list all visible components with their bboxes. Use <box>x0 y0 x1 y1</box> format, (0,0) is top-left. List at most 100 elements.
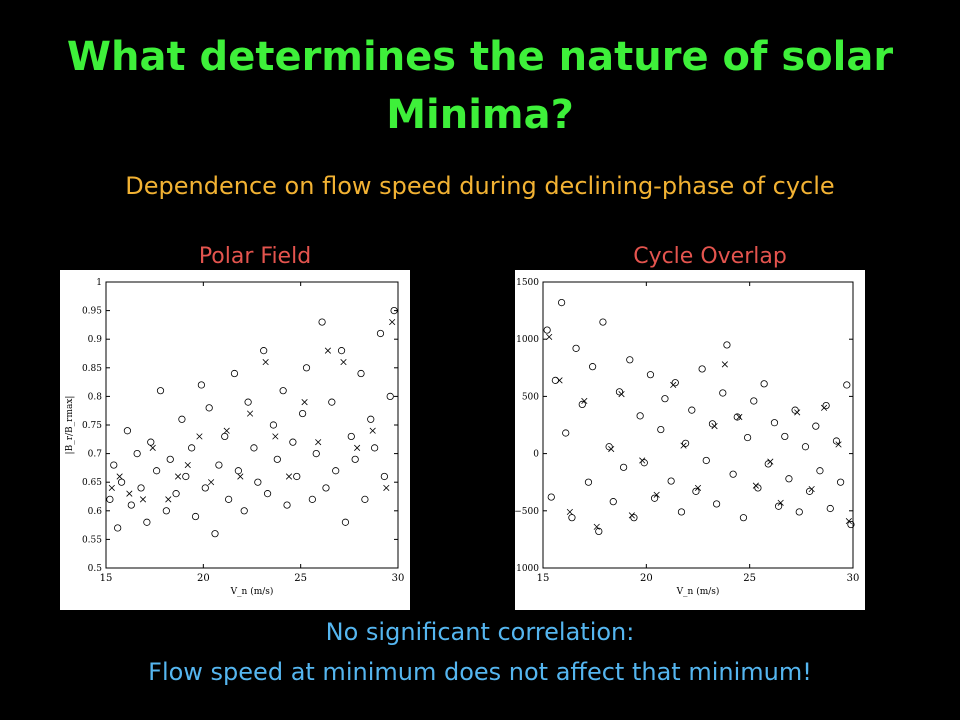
data-point-circle <box>599 318 607 326</box>
data-point-circle <box>240 507 248 515</box>
data-point-cross <box>680 442 687 449</box>
conclusion-line-2: Flow speed at minimum does not affect th… <box>148 658 812 686</box>
data-point-circle <box>657 425 665 434</box>
data-point-circle <box>812 422 820 430</box>
data-point-circle <box>646 371 655 379</box>
data-point-circle <box>572 344 580 352</box>
data-point-circle <box>661 395 669 403</box>
data-point-circle <box>260 347 268 355</box>
y-tick-label: 500 <box>522 392 539 402</box>
cross-stroke <box>680 442 687 449</box>
data-point-circle <box>595 527 603 535</box>
cross-stroke <box>237 473 244 480</box>
data-point-circle <box>197 381 205 389</box>
cross-stroke <box>246 410 254 417</box>
conclusion-line-1: No significant correlation: <box>325 618 635 646</box>
data-point-circle <box>137 484 145 492</box>
cross-stroke <box>262 358 269 366</box>
data-point-cross <box>126 490 133 497</box>
data-point-cross <box>184 461 191 469</box>
data-point-circle <box>205 404 213 412</box>
data-point-circle <box>578 400 586 409</box>
data-point-cross <box>246 410 254 417</box>
cross-stroke <box>223 427 230 434</box>
data-point-circle <box>110 461 118 469</box>
data-point-circle <box>723 341 731 349</box>
data-point-cross <box>628 512 635 519</box>
data-point-circle <box>760 380 768 388</box>
data-point-circle <box>351 455 359 463</box>
data-point-circle <box>781 432 789 441</box>
data-point-circle <box>322 484 330 492</box>
x-tick-label: 25 <box>743 573 756 584</box>
data-point-circle <box>847 520 855 529</box>
data-point-circle <box>589 363 597 371</box>
data-point-circle <box>568 514 576 522</box>
data-point-circle <box>188 444 196 452</box>
data-point-cross <box>767 458 774 465</box>
data-point-circle <box>682 439 690 447</box>
cross-stroke <box>108 484 115 492</box>
data-point-circle <box>557 298 566 307</box>
data-point-circle <box>543 326 551 334</box>
data-point-cross <box>794 409 801 416</box>
data-point-circle <box>640 459 648 467</box>
y-tick-label: −500 <box>515 507 539 517</box>
data-point-circle <box>279 387 287 395</box>
cross-stroke <box>736 413 743 421</box>
cross-stroke <box>777 499 784 506</box>
data-point-circle <box>822 401 830 410</box>
data-point-circle <box>795 508 803 516</box>
slide-title: What determines the nature of solar Mini… <box>66 34 894 138</box>
data-point-circle <box>153 467 161 475</box>
cross-stroke <box>174 473 182 480</box>
data-point-circle <box>254 478 262 486</box>
data-point-cross <box>369 427 376 434</box>
y-tick-label: 0.75 <box>82 421 102 431</box>
cross-stroke <box>383 484 390 492</box>
data-point-cross <box>272 433 279 440</box>
data-point-cross <box>223 427 230 434</box>
data-point-circle <box>332 467 340 475</box>
y-tick-label: 1 <box>96 278 102 288</box>
cross-stroke <box>324 347 332 354</box>
x-tick-label: 15 <box>100 573 113 584</box>
data-point-circle <box>636 412 644 420</box>
data-point-circle <box>615 388 624 396</box>
data-point-circle <box>651 494 659 502</box>
cross-stroke <box>618 391 625 398</box>
data-point-circle <box>719 389 727 397</box>
data-point-circle <box>688 406 696 414</box>
data-point-circle <box>551 376 560 384</box>
data-point-cross <box>208 479 215 486</box>
x-axis-label: V_n (m/s) <box>230 586 274 597</box>
data-point-cross <box>777 499 784 506</box>
data-point-circle <box>836 478 845 486</box>
cross-stroke <box>808 485 815 493</box>
cross-stroke <box>711 423 718 430</box>
data-point-cross <box>711 423 718 430</box>
data-point-circle <box>729 470 737 478</box>
y-tick-label: 1500 <box>516 278 539 288</box>
data-point-circle <box>106 495 114 503</box>
data-point-circle <box>744 433 752 442</box>
data-point-circle <box>221 432 229 441</box>
cross-stroke <box>566 508 573 516</box>
y-tick-label: 0 <box>533 450 539 460</box>
cross-stroke <box>315 439 322 446</box>
data-point-circle <box>289 438 297 446</box>
data-point-circle <box>162 507 170 515</box>
data-point-cross <box>608 445 615 453</box>
data-point-circle <box>127 501 135 509</box>
cross-stroke <box>835 441 842 448</box>
data-point-cross <box>165 496 172 503</box>
data-point-circle <box>114 524 122 532</box>
data-point-circle <box>263 490 272 498</box>
data-point-circle <box>293 472 301 481</box>
data-point-circle <box>318 318 326 326</box>
plot-frame <box>105 281 399 569</box>
data-point-circle <box>123 427 132 435</box>
y-tick-label: 1000 <box>516 335 539 345</box>
data-point-circle <box>371 444 379 452</box>
cross-stroke <box>670 381 677 389</box>
